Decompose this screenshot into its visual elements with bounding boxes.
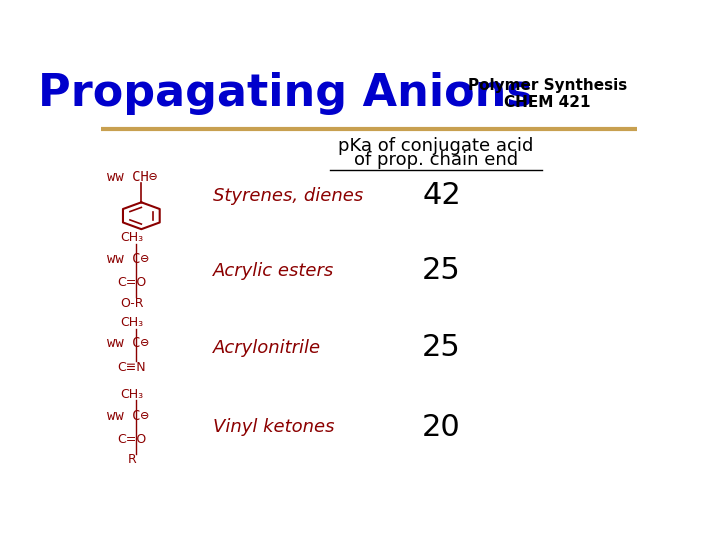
Text: CH₃: CH₃ [120,388,143,401]
Text: C≡N: C≡N [117,361,146,374]
Text: C=O: C=O [117,433,146,446]
Text: C=O: C=O [117,276,146,289]
Text: R: R [127,453,136,467]
Text: of prop. chain end: of prop. chain end [354,151,518,170]
Text: Acrylic esters: Acrylic esters [213,261,334,280]
Text: ww C⊖: ww C⊖ [107,252,148,266]
Text: 25: 25 [422,333,461,362]
Text: CH₃: CH₃ [120,231,143,244]
Text: pKa of conjugate acid: pKa of conjugate acid [338,137,534,155]
Text: Propagating Anions: Propagating Anions [38,72,533,116]
Text: Vinyl ketones: Vinyl ketones [213,418,334,436]
Text: ww C⊖: ww C⊖ [107,336,148,350]
Text: 25: 25 [422,256,461,285]
Text: ww CH⊖: ww CH⊖ [107,170,157,184]
Text: Acrylonitrile: Acrylonitrile [213,339,321,356]
Text: CH₃: CH₃ [120,316,143,329]
Text: 20: 20 [422,413,461,442]
Text: Styrenes, dienes: Styrenes, dienes [213,187,363,205]
Text: Polymer Synthesis
CHEM 421: Polymer Synthesis CHEM 421 [468,78,627,110]
Text: O-R: O-R [120,296,143,309]
Text: 42: 42 [422,181,461,210]
Text: ww C⊖: ww C⊖ [107,409,148,423]
